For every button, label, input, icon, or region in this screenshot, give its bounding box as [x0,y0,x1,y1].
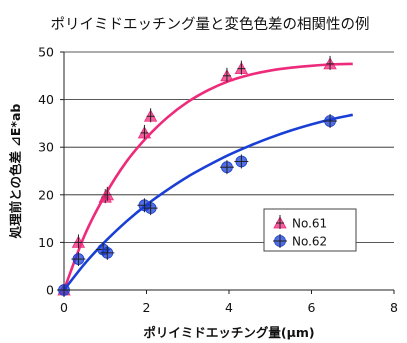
legend-item-no-61: No.61 [273,215,327,231]
data-point-no-61 [143,108,158,123]
data-point-no-62 [57,283,71,297]
data-point-no-61 [100,186,114,201]
x-tick-label: 6 [308,300,316,315]
legend-marker-no-62 [273,234,287,248]
data-point-no-62 [219,160,234,175]
data-point-no-61 [323,55,337,70]
x-tick-label: 4 [225,300,233,315]
legend: No.61 No.62 [263,208,357,252]
data-point-no-62 [143,201,158,216]
data-point-no-62 [137,198,152,213]
data-point-no-61 [220,67,234,82]
y-tick-label: 30 [38,140,54,155]
data-point-no-61 [234,60,249,75]
x-tick-label: 8 [390,300,398,315]
trend-line-no-61 [62,62,353,291]
trend-line-no-62 [62,113,354,291]
legend-label-no-61: No.61 [292,217,327,231]
data-point-no-62 [323,114,338,129]
x-tick-label: 2 [143,300,151,315]
data-point-no-62 [100,245,115,260]
legend-item-no-62: No.62 [273,234,327,249]
y-tick-label: 0 [46,283,54,298]
y-axis-title: 処理前との色差 ⊿E*ab [8,104,23,240]
data-point-no-61 [71,234,86,249]
y-tick-label: 40 [38,92,54,107]
x-tick-label: 0 [60,300,68,315]
y-tick-label: 10 [38,235,54,250]
axis-ticks: 0 10 20 30 40 50 0 2 4 6 8 [38,45,398,316]
plot-series [57,55,354,297]
legend-marker-no-61 [273,215,287,229]
chart-title: ポリイミドエッチング量と変色色差の相関性の例 [51,16,370,33]
data-point-no-62 [71,252,86,267]
data-point-no-62 [234,154,249,169]
y-tick-label: 50 [38,45,54,60]
x-axis-title: ポリイミドエッチング量(μm) [143,325,314,340]
data-point-no-61 [137,124,152,139]
y-tick-label: 20 [38,187,54,202]
legend-label-no-62: No.62 [292,235,327,249]
